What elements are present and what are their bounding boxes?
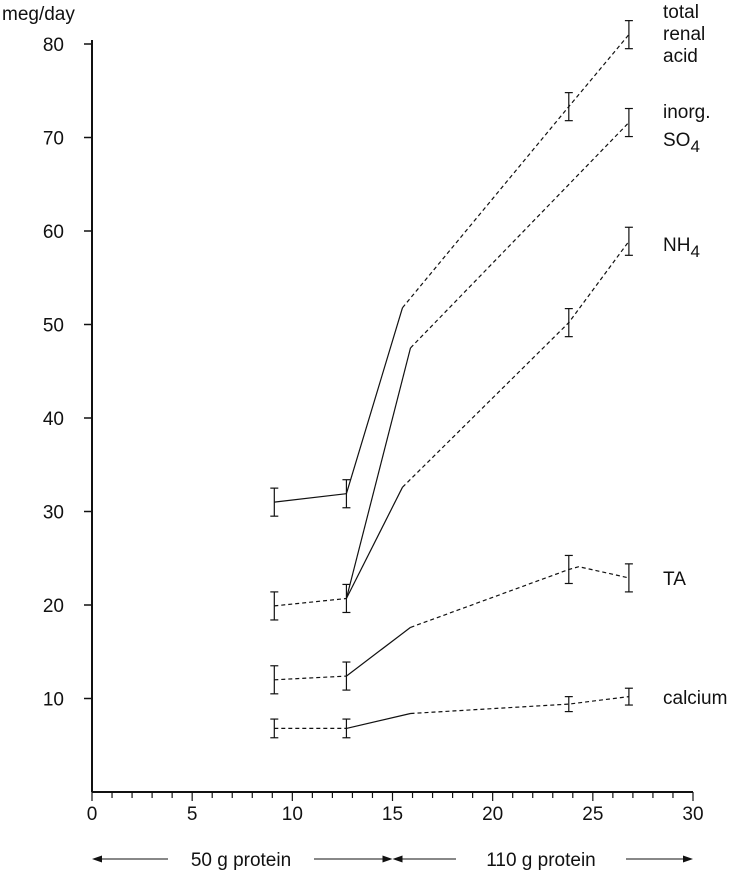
series-total-renal-acid-segment-0: [274, 493, 347, 503]
label-subscript: 4: [690, 137, 699, 156]
series-total-renal-acid-error-bar-1: [342, 479, 351, 509]
label-inorg-so4-main: SO4: [663, 130, 700, 156]
series-total-renal-acid: [270, 20, 633, 517]
y-tick-label-50: 50: [43, 316, 64, 337]
series-inorg-so4: [270, 107, 633, 621]
x-tick-label-15: 15: [382, 804, 403, 825]
arrowhead-right: [382, 855, 393, 863]
span-label-110g: 110 g protein: [486, 850, 596, 871]
series-ta-error-bar-1: [342, 661, 351, 691]
series-nh4-segment-0: [345, 486, 404, 599]
x-tick-label-0: 0: [87, 804, 98, 825]
series-nh4-error-bar-1: [624, 226, 633, 256]
series-nh4-error-bar-0: [564, 308, 573, 338]
label-main: SO: [663, 130, 690, 151]
series-calcium-segment-2: [410, 696, 629, 715]
label-inorg-so4-prefix: inorg.: [663, 102, 711, 123]
label-line: total: [663, 2, 699, 23]
series-inorg-so4-error-bar-2: [624, 107, 633, 138]
series-total-renal-acid-error-bar-0: [270, 487, 279, 517]
label-calcium: calcium: [663, 688, 727, 709]
series-inorg-so4-segment-1: [345, 347, 412, 599]
label-ta: TA: [663, 569, 686, 590]
x-tick-label-10: 10: [282, 804, 303, 825]
series-total-renal-acid-segment-2: [402, 34, 630, 309]
x-tick-label-20: 20: [482, 804, 503, 825]
y-tick-label-80: 80: [43, 35, 64, 56]
series-total-renal-acid-error-bar-3: [624, 20, 633, 50]
x-tick-label-5: 5: [187, 804, 198, 825]
series-total-renal-acid-error-bar-2: [564, 92, 573, 122]
series-inorg-so4-segment-0: [274, 597, 347, 607]
series-ta-error-bar-0: [270, 665, 279, 695]
series-ta-segment-0: [274, 675, 347, 681]
series-calcium: [270, 687, 633, 739]
series-ta-segment-2: [410, 566, 630, 628]
span-50g-protein: 50 g protein: [92, 850, 393, 871]
label-total-renal-acid: total renal acid: [663, 2, 705, 67]
ticks: 0 5 10 15 20 25 30 10 20 30 40 50 60 70 80: [43, 35, 704, 825]
series-calcium-error-bar-0: [270, 718, 279, 739]
series-calcium-error-bar-1: [342, 718, 351, 739]
label-line: acid: [663, 46, 698, 67]
span-label-50g: 50 g protein: [191, 850, 291, 871]
protein-spans: 50 g protein 110 g protein: [92, 850, 693, 871]
x-tick-label-30: 30: [682, 804, 703, 825]
label-main: NH: [663, 235, 690, 256]
series-ta-segment-1: [346, 626, 411, 677]
series-group: [270, 20, 633, 739]
y-tick-label-40: 40: [43, 409, 64, 430]
series-inorg-so4-segment-2: [410, 122, 630, 349]
y-tick-label-60: 60: [43, 222, 64, 243]
series-inorg-so4-error-bar-0: [270, 591, 279, 621]
series-ta-error-bar-2: [564, 554, 573, 585]
series-calcium-error-bar-3: [624, 687, 633, 706]
y-tick-label-70: 70: [43, 129, 64, 150]
series-ta: [270, 554, 633, 695]
y-axis-unit-label: meg/day: [2, 4, 75, 25]
span-110g-protein: 110 g protein: [392, 850, 693, 871]
y-tick-label-10: 10: [43, 690, 64, 711]
label-subscript: 4: [690, 242, 699, 261]
label-line: renal: [663, 24, 705, 45]
series-calcium-error-bar-2: [564, 696, 573, 713]
arrowhead-left: [392, 855, 403, 863]
series-calcium-segment-1: [346, 712, 411, 729]
arrowhead-right: [683, 855, 693, 863]
series-total-renal-acid-segment-1: [345, 307, 404, 494]
y-tick-label-20: 20: [43, 596, 64, 617]
y-tick-label-30: 30: [43, 503, 64, 524]
series-ta-error-bar-3: [624, 563, 633, 593]
series-nh4-segment-1: [402, 240, 630, 488]
label-nh4: NH4: [663, 235, 700, 261]
arrowhead-left: [92, 855, 102, 863]
series-nh4: [345, 226, 633, 599]
x-tick-label-25: 25: [582, 804, 603, 825]
